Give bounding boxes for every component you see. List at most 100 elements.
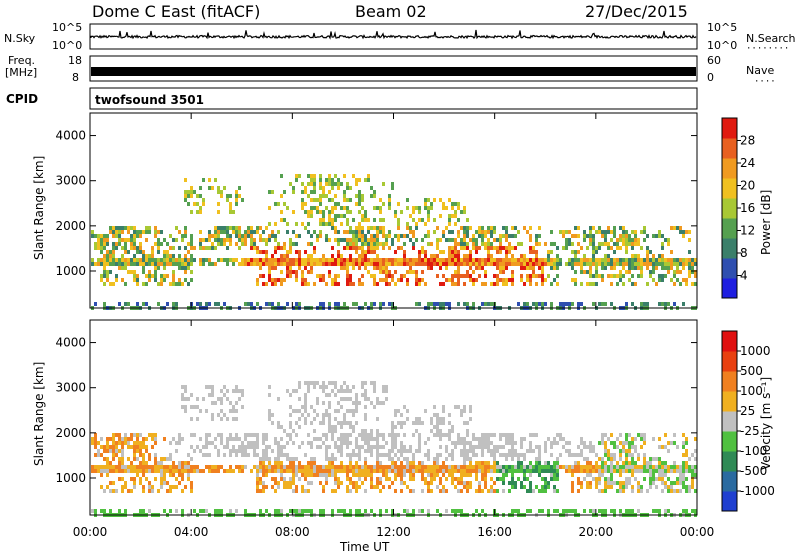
echo-cell <box>667 465 670 469</box>
echo-cell <box>661 266 664 270</box>
echo-cell <box>292 389 295 393</box>
echo-cell <box>421 509 424 513</box>
echo-cell <box>304 489 307 493</box>
echo-cell <box>271 469 274 473</box>
echo-cell <box>631 441 634 445</box>
echo-cell <box>223 238 226 242</box>
echo-cell <box>457 465 460 469</box>
echo-cell <box>127 238 130 242</box>
echo-cell <box>214 262 217 266</box>
echo-cell <box>199 437 202 441</box>
echo-cell <box>628 433 631 437</box>
echo-cell <box>406 457 409 461</box>
echo-cell <box>460 453 463 457</box>
echo-cell <box>631 469 634 473</box>
echo-cell <box>526 262 529 266</box>
echo-cell <box>541 465 544 469</box>
echo-cell <box>322 381 325 385</box>
echo-cell <box>613 250 616 254</box>
echo-cell <box>604 433 607 437</box>
echo-cell <box>670 258 673 262</box>
echo-cell <box>361 230 364 234</box>
echo-cell <box>427 210 430 214</box>
echo-cell <box>679 282 682 286</box>
echo-cell <box>316 210 319 214</box>
echo-cell <box>313 381 316 385</box>
echo-cell <box>451 238 454 242</box>
echo-cell <box>649 457 652 461</box>
echo-cell <box>451 473 454 477</box>
echo-cell <box>247 230 250 234</box>
echo-cell <box>328 381 331 385</box>
echo-cell <box>397 449 400 453</box>
echo-cell <box>331 254 334 258</box>
echo-cell <box>130 262 133 266</box>
echo-cell <box>385 278 388 282</box>
echo-cell <box>373 218 376 222</box>
echo-cell <box>190 234 193 238</box>
time-tick-label: 04:00 <box>174 525 209 539</box>
echo-cell <box>478 441 481 445</box>
echo-cell <box>109 226 112 230</box>
echo-cell <box>121 226 124 230</box>
echo-cell <box>181 489 184 493</box>
echo-cell <box>355 489 358 493</box>
echo-cell <box>373 234 376 238</box>
echo-cell <box>637 465 640 469</box>
echo-cell <box>538 274 541 278</box>
echo-cell <box>184 270 187 274</box>
colorbar-segment <box>722 158 737 179</box>
echo-cell <box>334 226 337 230</box>
echo-cell <box>691 282 694 286</box>
echo-cell <box>202 246 205 250</box>
echo-cell <box>388 258 391 262</box>
echo-cell <box>184 278 187 282</box>
echo-cell <box>379 262 382 266</box>
echo-cell <box>574 469 577 473</box>
echo-cell <box>469 262 472 266</box>
echo-cell <box>598 489 601 493</box>
echo-cell <box>388 234 391 238</box>
echo-cell <box>487 226 490 230</box>
echo-cell <box>361 481 364 485</box>
echo-cell <box>280 437 283 441</box>
echo-cell <box>556 441 559 445</box>
echo-cell <box>427 449 430 453</box>
echo-cell <box>685 230 688 234</box>
echo-cell <box>283 258 286 262</box>
echo-cell <box>595 274 598 278</box>
echo-cell <box>424 198 427 202</box>
echo-cell <box>604 234 607 238</box>
echo-cell <box>352 282 355 286</box>
echo-cell <box>463 210 466 214</box>
noise-sky-trace <box>90 29 697 40</box>
echo-cell <box>172 437 175 441</box>
echo-cell <box>289 469 292 473</box>
echo-cell <box>187 258 190 262</box>
echo-cell <box>673 441 676 445</box>
echo-cell <box>142 453 145 457</box>
echo-cell <box>133 238 136 242</box>
echo-cell <box>568 302 571 306</box>
echo-cell <box>337 481 340 485</box>
echo-cell <box>124 226 127 230</box>
echo-cell <box>628 481 631 485</box>
echo-cell <box>517 477 520 481</box>
echo-cell <box>346 198 349 202</box>
echo-cell <box>616 489 619 493</box>
echo-cell <box>670 489 673 493</box>
echo-cell <box>328 178 331 182</box>
echo-cell <box>352 413 355 417</box>
echo-cell <box>691 453 694 457</box>
echo-cell <box>610 433 613 437</box>
colorbar-frame <box>721 330 738 512</box>
echo-cell <box>205 246 208 250</box>
echo-cell <box>367 437 370 441</box>
echo-cell <box>319 230 322 234</box>
velocity-y-axis-label: Slant Range [km] <box>32 362 46 466</box>
echo-cell <box>523 437 526 441</box>
echo-cell <box>358 282 361 286</box>
echo-cell <box>256 433 259 437</box>
echo-cell <box>130 242 133 246</box>
echo-cell <box>370 485 373 489</box>
